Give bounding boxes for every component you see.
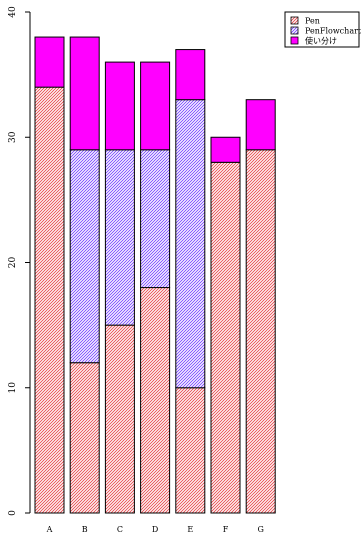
x-axis: A B C D E F G	[46, 525, 264, 534]
bars-layer	[34, 36, 276, 514]
y-tick-label: 20	[8, 257, 18, 269]
bar-segment-b-1	[69, 149, 100, 364]
x-tick-label: F	[223, 525, 229, 533]
x-tick-label: G	[258, 525, 264, 533]
bar-segment-c-2	[104, 61, 135, 151]
legend-label-0: Pen	[305, 17, 320, 26]
bar-segment-a-2	[34, 36, 65, 88]
x-tick-label: D	[152, 525, 158, 533]
y-axis: 0 10 20 30 40	[8, 6, 31, 516]
y-tick-label: 10	[8, 382, 18, 394]
x-tick-label: A	[46, 525, 53, 533]
x-tick-label: B	[82, 525, 88, 533]
bar-segment-e-1	[175, 99, 206, 389]
legend-swatch-0	[290, 16, 299, 25]
legend-swatch-1	[290, 26, 299, 35]
legend-label-2: 使い分け	[305, 36, 337, 46]
bar-segment-g-2	[245, 99, 276, 151]
bar-segment-b-0	[69, 362, 100, 514]
bar-segment-c-0	[104, 324, 135, 514]
bar-segment-b-2	[69, 36, 100, 151]
y-tick-label: 30	[8, 131, 18, 143]
legend-swatch-2	[290, 36, 299, 45]
bar-segment-d-1	[140, 149, 171, 289]
bar-segment-c-1	[104, 149, 135, 326]
bar-segment-a-0	[34, 86, 65, 514]
x-tick-label: E	[187, 525, 193, 533]
bar-segment-d-2	[140, 61, 171, 151]
y-tick-label: 0	[8, 510, 18, 516]
bar-segment-d-0	[140, 287, 171, 514]
bar-segment-f-2	[210, 136, 241, 163]
bar-segment-e-0	[175, 387, 206, 514]
y-tick-label: 40	[8, 6, 18, 18]
bar-segment-f-0	[210, 161, 241, 514]
x-tick-label: C	[117, 525, 123, 533]
legend-label-1: PenFlowchart	[305, 27, 361, 36]
bar-segment-e-2	[175, 49, 206, 101]
bar-segment-g-0	[245, 149, 276, 514]
